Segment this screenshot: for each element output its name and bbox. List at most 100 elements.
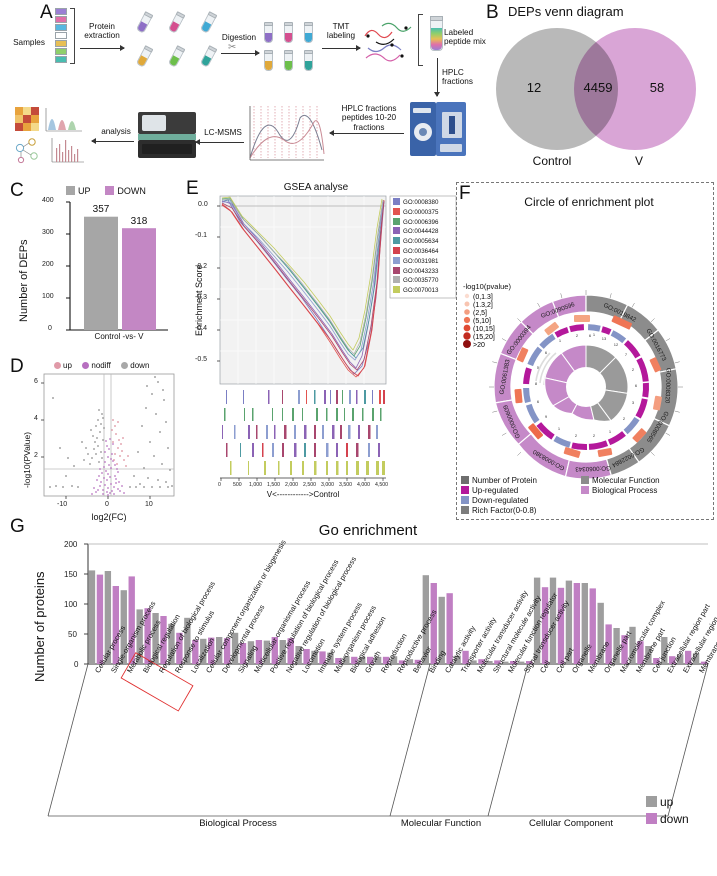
- bar-up: [247, 641, 255, 664]
- bar-down: [637, 641, 644, 664]
- legend-row: Molecular Function: [581, 476, 660, 486]
- mass-spectrometer-icon: [138, 112, 196, 158]
- bar-up: [502, 661, 509, 664]
- legend-swatch: [393, 276, 400, 284]
- bar-up: [279, 640, 286, 664]
- bar-down: [684, 650, 692, 664]
- label-hplc-fractions-peptides: HPLC fractions peptides 10-20 fractions: [341, 104, 397, 132]
- bar-up: [168, 623, 175, 664]
- bar-down: [271, 637, 278, 664]
- legend-swatch-up: [66, 186, 75, 195]
- bar-up: [454, 655, 461, 664]
- legend-swatch: [393, 246, 400, 254]
- legend-label: GO:0036464: [403, 247, 439, 255]
- svg-text:3: 3: [632, 400, 635, 405]
- legend-label: GO:0005634: [403, 238, 439, 246]
- panel-c-legend: UP DOWN: [66, 186, 146, 196]
- bar-up: [613, 628, 620, 664]
- bar-down: [255, 640, 263, 664]
- metabolic-process-highlight-box: [120, 652, 194, 712]
- bar-down: [239, 643, 247, 664]
- legend-label: Molecular Function: [592, 476, 660, 485]
- arrow-to-analysis: [91, 138, 134, 145]
- bar-down: [351, 656, 358, 664]
- bar-down: [557, 587, 565, 664]
- gsea-legend-item: GO:0043233: [393, 266, 439, 277]
- panel-a-workflow: A Samples Protein extraction Digestion ✂…: [0, 0, 486, 180]
- panel-g-ytick-200: 200: [64, 540, 78, 549]
- svg-text:6: 6: [537, 399, 540, 404]
- label-tmt-labeling: TMT labeling: [326, 22, 356, 41]
- legend-swatch: [393, 266, 400, 274]
- panel-g-go-enrichment: G Go enrichment Number of proteins 0 50 …: [8, 516, 717, 876]
- panel-d-legend: up nodiff down: [54, 361, 149, 370]
- bar-down: [446, 593, 453, 664]
- bar-up: [215, 637, 223, 664]
- legend-label: Biological Process: [592, 486, 658, 495]
- panel-g-group-mf: Molecular Function: [400, 818, 482, 829]
- legend-dot-nodiff: [82, 362, 90, 369]
- labeled-peptide-tube: [430, 16, 443, 51]
- legend-swatch: [393, 207, 400, 215]
- gsea-legend-item: GO:0000375: [393, 207, 439, 218]
- panel-f-title: Circle of enrichment plot: [524, 195, 654, 209]
- hplc-machine-icon: [410, 102, 466, 156]
- panel-g-svg: [47, 543, 709, 817]
- legend-label-up: up: [660, 795, 674, 809]
- legend-swatch-molecular-function: [581, 476, 589, 484]
- legend-swatch-up-regulated: [461, 486, 469, 494]
- legend-swatch-down: [105, 186, 115, 195]
- legend-swatch-down-regulated: [461, 496, 469, 504]
- bar-up: [406, 659, 414, 664]
- bar-down: [621, 635, 628, 664]
- panel-g-ytick-50: 50: [68, 630, 77, 639]
- panel-c-xlabel: Control -vs- V: [94, 332, 144, 341]
- panel-d-xtick-neg10: -10: [57, 501, 68, 508]
- circos-term-label: GO:0060343: [575, 464, 611, 472]
- svg-text:6: 6: [635, 383, 638, 388]
- legend-swatch-down: [646, 813, 657, 824]
- panel-e-gsea: E GSEA analyse Enrichment Score: [186, 178, 458, 532]
- svg-text:6: 6: [589, 333, 592, 338]
- bar-up: [184, 617, 191, 664]
- panel-g-ytick-100: 100: [64, 600, 78, 609]
- legend-label: Number of Protein: [472, 476, 537, 485]
- bar-up: [343, 656, 350, 664]
- panel-d-xlabel: log2(FC): [91, 512, 127, 522]
- svg-text:2: 2: [575, 433, 578, 438]
- bar-down: [319, 651, 326, 664]
- panel-c-letter: C: [10, 180, 24, 201]
- legend-row-down: down: [646, 811, 689, 828]
- bar-down: [192, 640, 199, 664]
- svg-text:1: 1: [593, 332, 596, 337]
- bar-up: [200, 638, 207, 664]
- bar-up: [661, 637, 668, 664]
- panel-c-deps-bar: C UP DOWN Number of DEPs 0 100 200 300 4…: [8, 178, 186, 358]
- bar-up: [438, 596, 445, 664]
- arrow-tmt: [322, 45, 361, 52]
- gsea-legend-item: GO:0044428: [393, 227, 438, 237]
- bar-down: [223, 638, 231, 664]
- bar-down: [176, 632, 183, 664]
- bar-down: [589, 588, 596, 664]
- panel-d-letter: D: [10, 356, 24, 377]
- legend-label: Up-regulated: [472, 486, 519, 495]
- label-analysis: analysis: [101, 127, 131, 136]
- bar-up: [565, 580, 573, 664]
- bar-down: [160, 616, 167, 664]
- legend-label: Rich Factor(0-0.8): [472, 506, 537, 515]
- label-lc-msms: LC-MSMS: [204, 128, 242, 137]
- panel-e-legend: GO:0008380 GO:0000375 GO:0006396 GO:0044…: [393, 198, 438, 296]
- label-labeled-peptide-mix: Labeled peptide mix: [444, 28, 486, 47]
- legend-label: GO:0043233: [403, 267, 439, 275]
- bar-down: [414, 659, 422, 664]
- bar-down: [430, 583, 437, 664]
- panel-g-title: Go enrichment: [318, 522, 418, 539]
- svg-text:1: 1: [559, 338, 562, 343]
- peptide-squiggles-icon: [364, 22, 412, 62]
- legend-row: Rich Factor(0-0.8): [461, 506, 537, 516]
- legend-swatch: [393, 198, 400, 205]
- legend-label: GO:0000375: [403, 208, 439, 216]
- legend-swatch-number-of-protein: [461, 476, 469, 484]
- panel-g-ytick-150: 150: [64, 570, 78, 579]
